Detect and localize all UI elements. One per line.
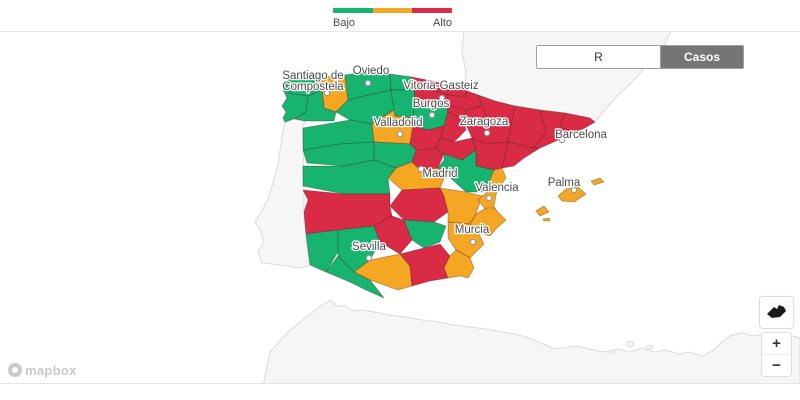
toggle-r-button[interactable]: R bbox=[537, 46, 661, 68]
province-pontevedra[interactable] bbox=[281, 89, 309, 123]
metric-toggle: R Casos bbox=[536, 45, 744, 69]
city-label-Santiago de Compostela: Santiago de Compostela bbox=[282, 70, 344, 93]
province-ciudad-real[interactable] bbox=[389, 187, 449, 223]
city-marker-Valladolid bbox=[396, 130, 404, 138]
city-label-Madrid: Madrid bbox=[422, 168, 457, 180]
province-ibiza[interactable] bbox=[535, 205, 550, 217]
city-marker-Madrid bbox=[417, 165, 425, 173]
city-label-Barcelona: Barcelona bbox=[555, 129, 607, 141]
city-label-Valladolid: Valladolid bbox=[373, 117, 422, 129]
city-label-Burgos: Burgos bbox=[413, 98, 450, 110]
province-cadiz[interactable] bbox=[325, 255, 385, 299]
city-marker-Valencia bbox=[485, 194, 493, 202]
city-marker-Oviedo bbox=[364, 79, 372, 87]
city-marker-Murcia bbox=[469, 238, 477, 246]
legend-gradient-bar bbox=[333, 8, 452, 13]
map-zoom-control: + − bbox=[761, 332, 792, 377]
city-label-Zaragoza: Zaragoza bbox=[460, 116, 509, 128]
mapbox-circle-icon bbox=[8, 363, 22, 377]
city-label-Valencia: Valencia bbox=[475, 182, 519, 194]
header-bar: Bajo Alto bbox=[0, 0, 800, 32]
city-label-Sevilla: Sevilla bbox=[352, 241, 386, 253]
risk-legend: Bajo Alto bbox=[333, 8, 452, 29]
legend-low-label: Bajo bbox=[333, 17, 356, 29]
province-mallorca[interactable] bbox=[557, 186, 587, 203]
islet-0 bbox=[608, 349, 616, 355]
legend-segment-low bbox=[333, 8, 373, 13]
city-label-Oviedo: Oviedo bbox=[353, 65, 389, 77]
city-marker-Palma bbox=[570, 186, 578, 194]
city-label-Vitoria-Gasteiz: Vitoria-Gasteiz bbox=[403, 80, 478, 92]
legend-segment-mid bbox=[372, 8, 413, 13]
city-marker-Santiago de Compostela bbox=[323, 89, 331, 97]
toggle-casos-button[interactable]: Casos bbox=[661, 46, 743, 68]
canary-islands-button[interactable] bbox=[759, 296, 794, 329]
province-girona[interactable] bbox=[559, 112, 596, 134]
province-caceres[interactable] bbox=[302, 159, 397, 195]
province-murcia[interactable] bbox=[447, 221, 485, 259]
city-marker-Barcelona bbox=[558, 136, 566, 144]
map-canvas[interactable]: Santiago de Compostela Oviedo Vitoria-Gaste… bbox=[0, 31, 800, 384]
landmass-portugal bbox=[254, 118, 311, 269]
city-label-Palma: Palma bbox=[548, 177, 581, 189]
islet-1 bbox=[625, 341, 635, 347]
city-marker-Sevilla bbox=[365, 254, 373, 262]
legend-segment-high bbox=[412, 8, 452, 13]
province-almeria[interactable] bbox=[443, 249, 475, 279]
province-jaen[interactable] bbox=[403, 219, 447, 249]
islet-2 bbox=[646, 344, 654, 350]
city-marker-Vitoria-Gasteiz bbox=[438, 94, 446, 102]
province-menorca[interactable] bbox=[590, 177, 605, 186]
mapbox-wordmark: mapbox bbox=[25, 362, 77, 378]
zoom-in-button[interactable]: + bbox=[762, 333, 791, 354]
city-marker-Burgos bbox=[428, 111, 436, 119]
landmass-north-africa bbox=[263, 299, 800, 383]
province-ourense[interactable] bbox=[294, 89, 337, 122]
mapbox-logo[interactable]: mapbox bbox=[8, 361, 77, 379]
zoom-out-button[interactable]: − bbox=[762, 354, 791, 376]
city-marker-Zaragoza bbox=[483, 129, 491, 137]
province-formentera[interactable] bbox=[542, 217, 551, 222]
city-label-Murcia: Murcia bbox=[455, 224, 490, 236]
legend-high-label: Alto bbox=[433, 17, 452, 29]
canary-island-icon bbox=[767, 305, 786, 318]
